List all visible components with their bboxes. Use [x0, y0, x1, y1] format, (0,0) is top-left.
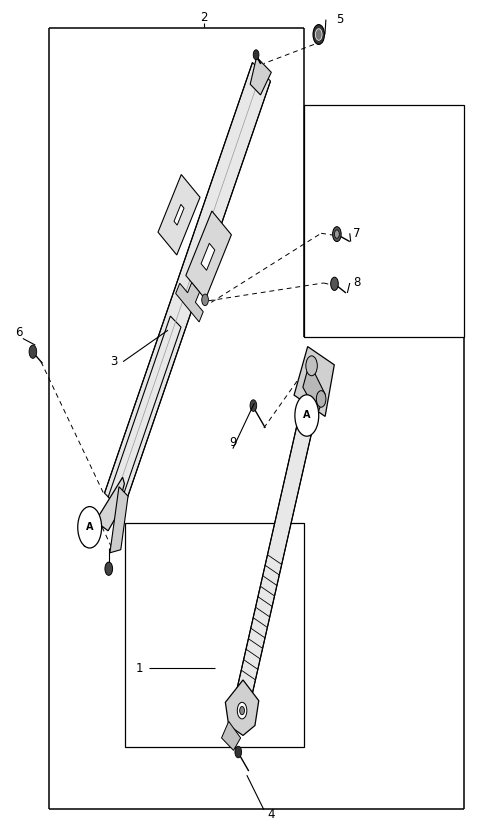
- Polygon shape: [176, 283, 203, 322]
- Circle shape: [315, 29, 322, 41]
- Circle shape: [316, 391, 326, 407]
- Circle shape: [202, 294, 208, 306]
- Circle shape: [295, 395, 319, 436]
- Polygon shape: [174, 204, 184, 225]
- Polygon shape: [108, 316, 181, 508]
- Text: 6: 6: [15, 327, 23, 339]
- Circle shape: [333, 227, 341, 242]
- Circle shape: [335, 230, 339, 238]
- Circle shape: [105, 562, 113, 575]
- Circle shape: [78, 507, 102, 548]
- Circle shape: [250, 400, 257, 411]
- Circle shape: [235, 746, 241, 758]
- Text: 5: 5: [336, 13, 344, 26]
- Bar: [125, 524, 304, 747]
- Polygon shape: [81, 515, 101, 547]
- Polygon shape: [250, 57, 271, 95]
- Polygon shape: [235, 381, 321, 706]
- Circle shape: [237, 702, 247, 719]
- Polygon shape: [294, 347, 334, 416]
- Polygon shape: [96, 477, 124, 531]
- Circle shape: [240, 706, 244, 715]
- Text: 1: 1: [136, 661, 144, 675]
- Polygon shape: [105, 62, 271, 512]
- Polygon shape: [201, 243, 215, 270]
- Text: 2: 2: [201, 12, 208, 24]
- Circle shape: [313, 25, 324, 44]
- Polygon shape: [222, 721, 240, 750]
- Text: A: A: [86, 523, 94, 533]
- Circle shape: [253, 50, 259, 60]
- Bar: [304, 105, 464, 337]
- Polygon shape: [110, 487, 128, 553]
- Polygon shape: [158, 175, 200, 255]
- Circle shape: [306, 356, 317, 376]
- Text: A: A: [303, 411, 311, 420]
- Polygon shape: [226, 680, 259, 735]
- Text: 3: 3: [110, 355, 117, 368]
- Circle shape: [29, 345, 36, 358]
- Circle shape: [331, 278, 338, 291]
- Polygon shape: [186, 211, 231, 299]
- Text: 8: 8: [353, 277, 360, 289]
- Text: 9: 9: [229, 435, 237, 449]
- Text: 7: 7: [353, 227, 360, 240]
- Text: 4: 4: [267, 809, 275, 821]
- Polygon shape: [303, 363, 325, 414]
